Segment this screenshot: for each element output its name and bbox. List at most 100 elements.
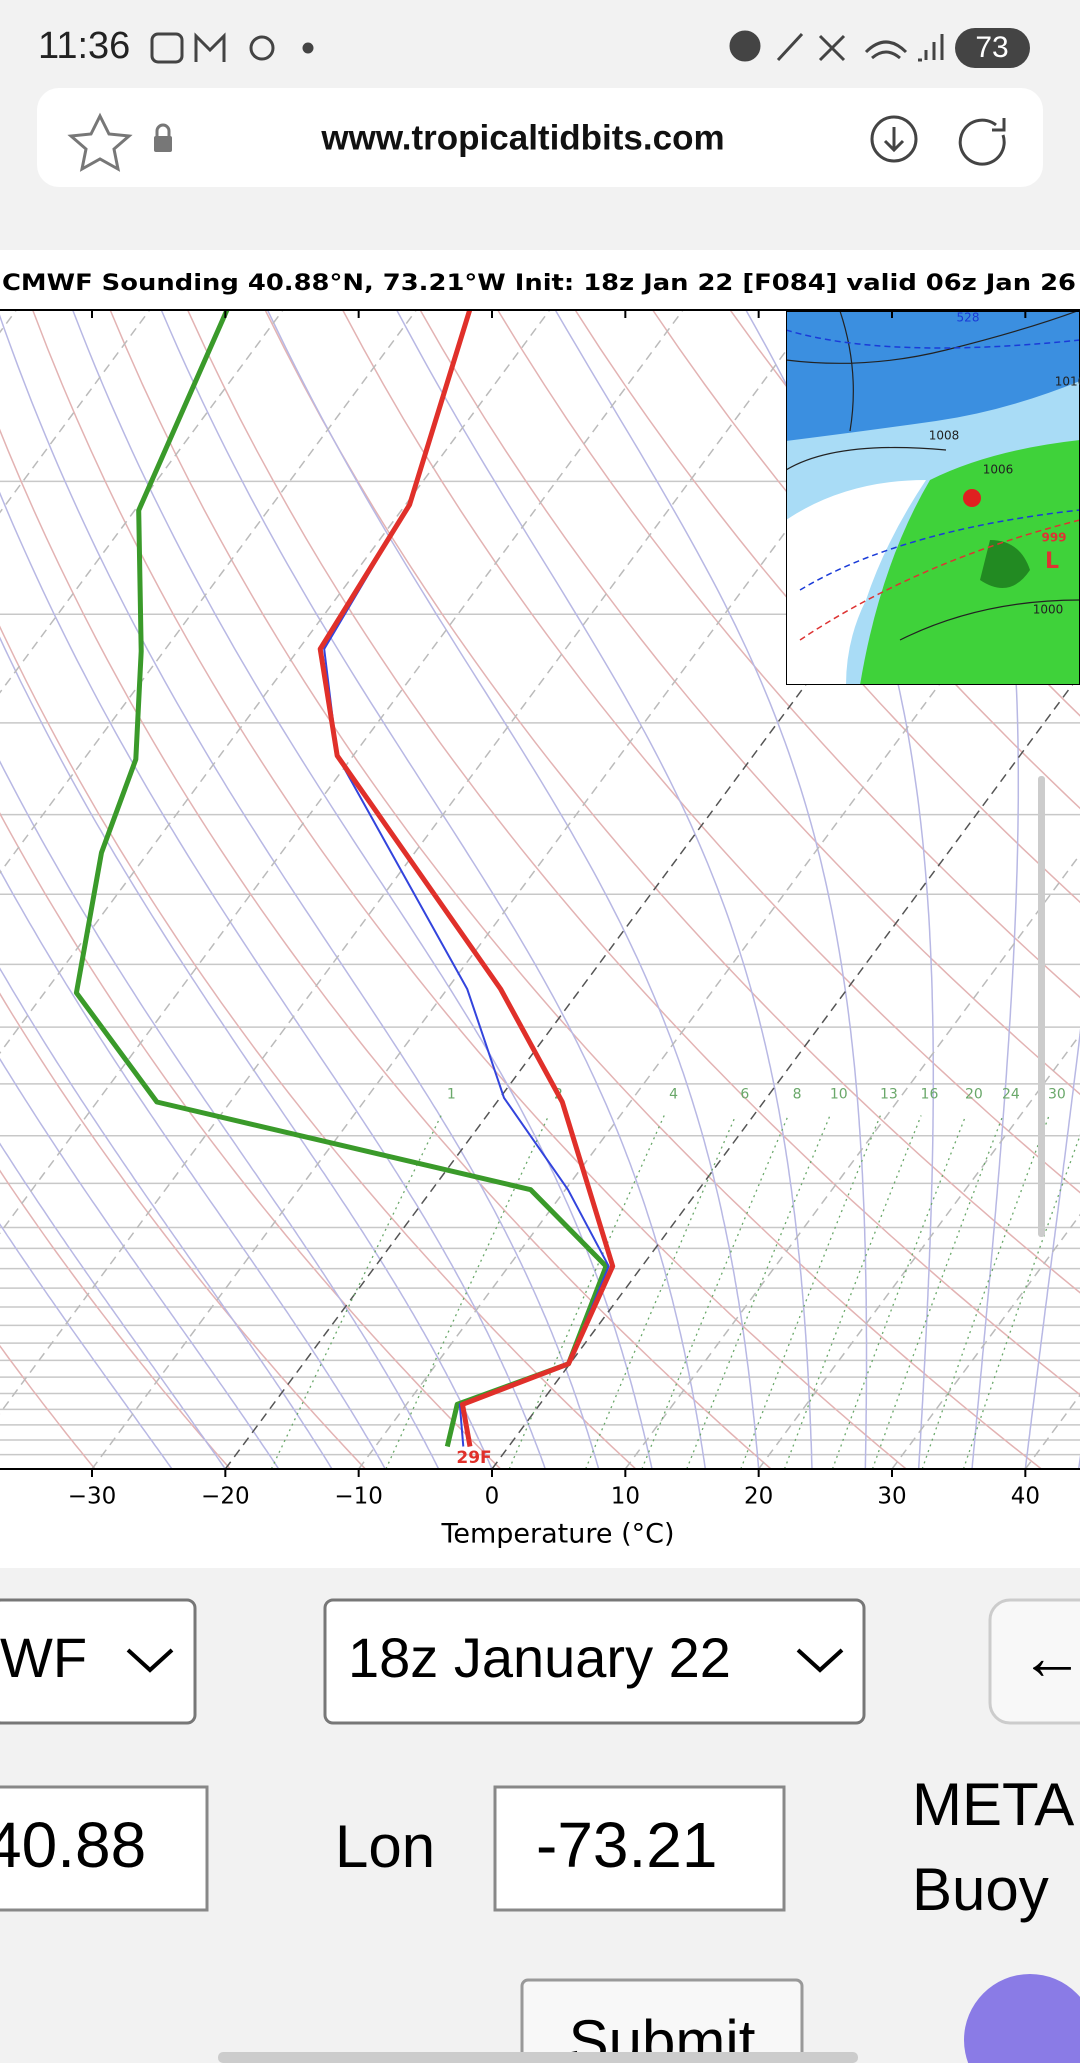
mixing-ratio-line bbox=[783, 1115, 922, 1469]
moist-adiabat bbox=[160, 310, 707, 1469]
x-tick-label: −30 bbox=[68, 1484, 117, 1510]
x-tick-label: 0 bbox=[485, 1484, 500, 1510]
back-button[interactable] bbox=[988, 1598, 1080, 1725]
plot: 29F bbox=[73, 310, 616, 1468]
moist-adiabat bbox=[0, 1223, 173, 1469]
moist-adiabat bbox=[266, 310, 760, 1469]
x-tick-label: 30 bbox=[877, 1484, 906, 1510]
x-tick-label: −10 bbox=[334, 1484, 383, 1510]
x-tick-label: 10 bbox=[611, 1484, 640, 1510]
mixing-ratio-line bbox=[962, 1133, 1080, 1469]
download-icon[interactable] bbox=[870, 115, 918, 163]
map-label: 1008 bbox=[929, 429, 960, 443]
moist-adiabat bbox=[0, 491, 547, 1469]
dry-adiabat bbox=[0, 992, 366, 1469]
chart-title: CMWF Sounding 40.88°N, 73.21°W Init: 18z… bbox=[2, 271, 1076, 296]
edit-fab[interactable] bbox=[964, 1974, 1080, 2063]
clock: 11:36 bbox=[38, 25, 130, 67]
mixing-ratio-label: 4 bbox=[669, 1087, 678, 1103]
dry-adiabat bbox=[31, 310, 907, 1469]
lock-icon bbox=[154, 136, 172, 152]
dry-adiabat bbox=[0, 1169, 231, 1469]
back-label: ← bbox=[1020, 1621, 1080, 1693]
dropdown-arrow bbox=[796, 1648, 844, 1673]
dry-adiabat bbox=[651, 310, 1080, 810]
lon-input[interactable] bbox=[493, 1785, 786, 1912]
init-select[interactable] bbox=[323, 1598, 866, 1725]
moist-adiabat bbox=[947, 310, 1020, 1469]
moist-adiabat bbox=[396, 310, 813, 1469]
map-label: 999 bbox=[1041, 531, 1066, 545]
isotherm bbox=[0, 310, 151, 514]
isotherm bbox=[0, 310, 551, 1055]
dropdown-arrow bbox=[126, 1648, 174, 1673]
moist-adiabat bbox=[0, 1057, 280, 1469]
isotherm bbox=[0, 310, 817, 1415]
mixing-ratio-label: 24 bbox=[1002, 1087, 1020, 1103]
mixing-ratio-label: 10 bbox=[830, 1087, 848, 1103]
reload-icon[interactable] bbox=[958, 118, 1006, 166]
moist-adiabat bbox=[0, 314, 600, 1469]
status-icons bbox=[150, 30, 944, 64]
meta-link[interactable]: META bbox=[912, 1771, 1074, 1838]
bookmark-icon[interactable] bbox=[67, 112, 133, 172]
dry-adiabat bbox=[0, 812, 502, 1469]
battery-level: 73 bbox=[975, 31, 1008, 64]
model-value: WF bbox=[0, 1626, 87, 1689]
isotherm bbox=[758, 1033, 1080, 1469]
dry-adiabat bbox=[109, 310, 1042, 1469]
dry-adiabat bbox=[186, 310, 1080, 1396]
moist-adiabat bbox=[0, 760, 440, 1469]
isotherm bbox=[0, 310, 417, 874]
moist-adiabat bbox=[1024, 1028, 1080, 1469]
mixing-ratio-line bbox=[740, 1115, 882, 1469]
mixing-ratio-line bbox=[831, 1115, 967, 1469]
url[interactable]: www.tropicaltidbits.com bbox=[320, 118, 724, 157]
lon-label: Lon bbox=[335, 1813, 435, 1880]
model-select[interactable] bbox=[0, 1598, 197, 1725]
url-bar[interactable] bbox=[37, 88, 1043, 187]
battery bbox=[955, 28, 1030, 68]
buoy-link[interactable]: Buoy bbox=[912, 1856, 1049, 1923]
moist-adiabat bbox=[72, 310, 653, 1469]
moist-adiabat bbox=[0, 1142, 226, 1469]
x-axis-label: Temperature (°C) bbox=[440, 1519, 674, 1550]
dry-adiabat bbox=[419, 310, 1080, 1096]
moist-adiabat bbox=[0, 967, 333, 1469]
x-tick-label: 40 bbox=[1011, 1484, 1040, 1510]
download-arrow bbox=[883, 127, 905, 153]
dry-adiabat bbox=[0, 428, 772, 1469]
mixing-ratio-label: 20 bbox=[965, 1087, 983, 1103]
mixing-ratio-line bbox=[871, 1115, 1004, 1469]
dry-adiabat bbox=[729, 310, 1080, 717]
mixing-ratio-label: 1 bbox=[447, 1087, 456, 1103]
isotherm bbox=[891, 1213, 1080, 1469]
mixing-ratio-label: 8 bbox=[793, 1087, 802, 1103]
lat-value: 40.88 bbox=[0, 1809, 146, 1881]
mixing-ratio-label: 30 bbox=[1048, 1087, 1066, 1103]
isotherm bbox=[0, 310, 684, 1235]
mixing-ratio-label: 6 bbox=[740, 1087, 749, 1103]
lat-input[interactable] bbox=[0, 1785, 209, 1912]
init-value: 18z January 22 bbox=[348, 1626, 731, 1689]
mixing-ratio-line bbox=[686, 1115, 831, 1469]
dry-adiabat bbox=[0, 1344, 96, 1469]
dry-adiabat bbox=[264, 310, 1080, 1294]
moist-adiabat bbox=[745, 310, 935, 1469]
map-label: 1006 bbox=[983, 463, 1014, 477]
mixing-ratio-line bbox=[585, 1115, 737, 1469]
scrollbar[interactable] bbox=[1038, 776, 1045, 1237]
map-label: 1010 bbox=[1055, 375, 1080, 389]
inset-map: 528 1010 1008 1006 999 L 1000 bbox=[786, 311, 1080, 685]
dry-adiabat bbox=[574, 310, 1080, 904]
x-tick-label: 20 bbox=[744, 1484, 773, 1510]
background-lines: 1246810131620243036 bbox=[0, 310, 1080, 1469]
surface-temp-label: 29F bbox=[456, 1448, 491, 1468]
submit-button[interactable] bbox=[520, 1978, 804, 2063]
isotherm bbox=[491, 673, 1080, 1469]
lon-value: -73.21 bbox=[536, 1809, 717, 1881]
mixing-ratio-line bbox=[641, 1115, 789, 1469]
map-label: 1000 bbox=[1033, 603, 1064, 617]
home-indicator bbox=[218, 2052, 858, 2063]
